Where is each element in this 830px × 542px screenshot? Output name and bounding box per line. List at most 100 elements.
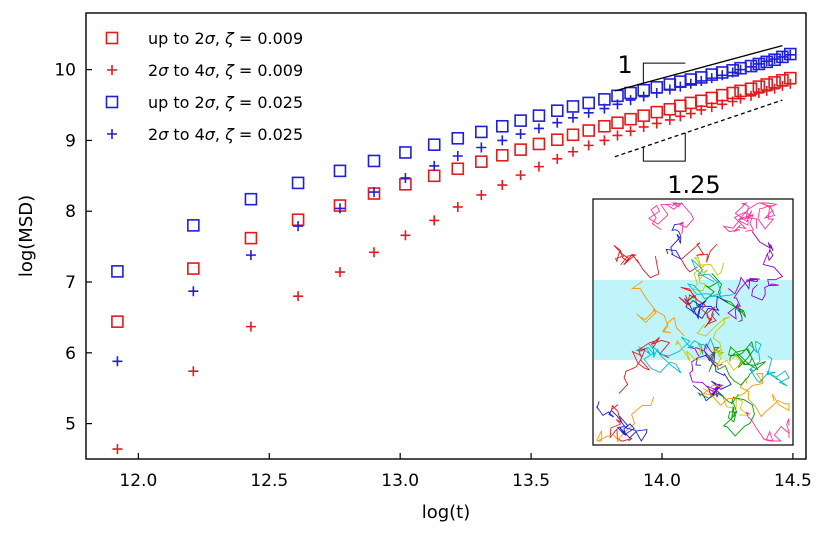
- legend-entry-2: 2σ to 4σ, ζ = 0.009: [107, 61, 303, 80]
- data-point: [582, 96, 595, 110]
- series-layer: [111, 47, 797, 455]
- trajectory: [751, 231, 784, 301]
- data-point: [777, 80, 788, 91]
- data-point: [664, 84, 675, 95]
- trajectory: [686, 258, 734, 300]
- data-point: [598, 119, 611, 133]
- data-point: [735, 64, 746, 75]
- data-point: [567, 112, 578, 123]
- data-point: [429, 215, 440, 226]
- data-point: [399, 146, 412, 159]
- data-point: [761, 56, 772, 67]
- data-point: [514, 114, 527, 127]
- trajectory: [665, 223, 684, 261]
- data-point: [611, 116, 624, 130]
- data-point: [112, 444, 123, 455]
- trajectory: [707, 346, 767, 386]
- data-point: [685, 108, 696, 119]
- legend: up to 2σ, ζ = 0.009 2σ to 4σ, ζ = 0.009 up…: [105, 29, 303, 144]
- data-point: [625, 95, 636, 106]
- data-point: [533, 161, 544, 172]
- data-point: [452, 201, 463, 212]
- legend-label: up to 2σ, ζ = 0.009: [148, 29, 303, 48]
- data-point: [495, 119, 509, 133]
- data-point: [427, 169, 441, 183]
- data-point: [476, 142, 487, 153]
- data-point: [684, 96, 698, 110]
- data-point: [717, 70, 728, 81]
- data-point: [293, 221, 304, 232]
- data-point: [705, 91, 719, 105]
- data-point: [550, 133, 564, 147]
- data-point: [369, 247, 379, 258]
- data-point: [532, 109, 546, 122]
- data-point: [706, 73, 717, 84]
- data-point: [715, 88, 729, 102]
- data-point: [334, 203, 345, 214]
- x-tick-label: 13.0: [381, 471, 419, 491]
- data-point: [637, 109, 650, 122]
- trajectory: [630, 280, 685, 337]
- slope-annotations: 11.25: [614, 44, 783, 199]
- trajectory: [680, 242, 718, 273]
- data-point: [696, 75, 707, 86]
- data-point: [334, 267, 345, 278]
- data-point: [598, 93, 611, 106]
- data-point: [111, 265, 124, 278]
- data-point: [746, 61, 757, 72]
- y-axis-title: log(MSD): [16, 195, 37, 277]
- trajectory: [648, 202, 695, 235]
- data-point: [694, 94, 708, 108]
- trajectory: [702, 387, 750, 416]
- data-point: [717, 99, 728, 110]
- data-point: [566, 128, 580, 142]
- trajectory: [618, 337, 671, 394]
- data-point: [777, 51, 788, 62]
- y-tick-label: 10: [54, 61, 76, 81]
- data-point: [674, 99, 687, 113]
- trajectory: [687, 272, 747, 318]
- trajectory: [727, 341, 759, 371]
- data-point: [111, 315, 124, 328]
- trajectory: [697, 392, 755, 437]
- trajectory: [695, 343, 723, 368]
- data-point: [638, 91, 649, 102]
- data-point: [727, 67, 738, 78]
- series-4: [112, 49, 796, 367]
- legend-entry-4: 2σ to 4σ, ζ = 0.025: [107, 125, 303, 144]
- legend-entry-3: up to 2σ, ζ = 0.025: [105, 93, 303, 112]
- data-point: [612, 99, 623, 110]
- data-point: [452, 151, 463, 162]
- slope-guide-1.25: 1.25: [614, 99, 783, 199]
- data-point: [293, 291, 304, 302]
- legend-marker: [105, 31, 119, 45]
- data-point: [367, 154, 381, 168]
- legend-label: 2σ to 4σ, ζ = 0.009: [148, 61, 303, 80]
- data-point: [245, 321, 256, 332]
- data-point: [650, 105, 664, 119]
- series-2: [112, 78, 796, 455]
- data-point: [291, 176, 305, 190]
- data-point: [369, 187, 379, 198]
- trajectory: [675, 339, 702, 362]
- trajectory: [727, 276, 761, 322]
- data-point: [735, 93, 746, 104]
- data-point: [495, 148, 509, 162]
- data-point: [746, 90, 757, 101]
- trajectory: [613, 244, 660, 279]
- trajectory: [596, 396, 655, 442]
- y-tick-label: 7: [65, 273, 76, 293]
- data-point: [599, 135, 610, 146]
- data-point: [785, 78, 796, 89]
- data-point: [664, 114, 675, 125]
- data-point: [769, 54, 780, 65]
- data-point: [599, 103, 610, 114]
- data-point: [550, 104, 564, 117]
- data-point: [696, 104, 707, 115]
- x-tick-label: 13.5: [512, 471, 550, 491]
- data-point: [552, 153, 563, 164]
- trajectory: [692, 295, 729, 320]
- x-tick-label: 14.0: [643, 471, 681, 491]
- slope-guide-1: 1: [614, 44, 783, 92]
